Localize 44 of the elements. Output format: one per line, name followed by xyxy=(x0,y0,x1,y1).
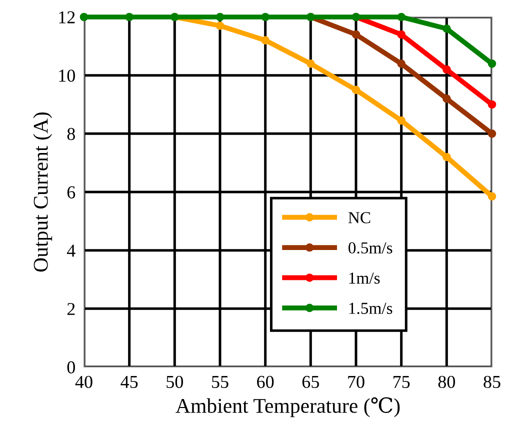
point xyxy=(125,12,134,22)
legend-label: 1.5m/s xyxy=(349,302,392,314)
legend-label: 0.5m/s xyxy=(348,242,392,254)
x-tick-label: 80 xyxy=(438,376,456,388)
point xyxy=(442,65,451,74)
x-tick-label: 45 xyxy=(120,376,138,388)
point xyxy=(488,130,496,138)
x-tick-label: 60 xyxy=(257,376,274,388)
point xyxy=(306,60,315,68)
point xyxy=(488,100,496,109)
legend-label: NC xyxy=(348,212,370,224)
x-tick-label: 70 xyxy=(348,376,364,388)
point xyxy=(442,152,451,162)
y-tick-label: 4 xyxy=(66,244,76,257)
x-tick-label: 85 xyxy=(484,376,500,388)
y-tick-label: 6 xyxy=(67,186,76,198)
x-tick-label: 55 xyxy=(212,376,228,388)
x-tick-label: 40 xyxy=(75,376,92,388)
point xyxy=(397,60,406,68)
point xyxy=(488,192,496,201)
y-tick-label: 10 xyxy=(59,70,75,82)
point xyxy=(352,30,360,39)
y-axis-title: Output Current (A) xyxy=(33,112,52,272)
x-axis-title: Ambient Temperature (℃) xyxy=(176,397,400,418)
point xyxy=(488,60,496,68)
point xyxy=(397,30,406,39)
point xyxy=(397,116,406,125)
y-tick-label: 2 xyxy=(67,302,75,315)
point xyxy=(442,24,451,33)
legend-label: 1m/s xyxy=(349,272,380,284)
x-tick-label: 75 xyxy=(393,376,410,388)
x-tick-label: 50 xyxy=(166,376,184,388)
point xyxy=(216,22,224,30)
point xyxy=(352,86,360,94)
y-tick-label: 0 xyxy=(67,361,75,374)
x-tick-label: 65 xyxy=(302,376,319,388)
point xyxy=(216,12,224,22)
point xyxy=(261,36,270,44)
point xyxy=(442,94,451,103)
y-tick-label: 8 xyxy=(67,128,75,140)
point xyxy=(80,12,88,22)
y-tick-label: 12 xyxy=(59,11,75,24)
point xyxy=(397,12,406,22)
point xyxy=(261,12,270,22)
